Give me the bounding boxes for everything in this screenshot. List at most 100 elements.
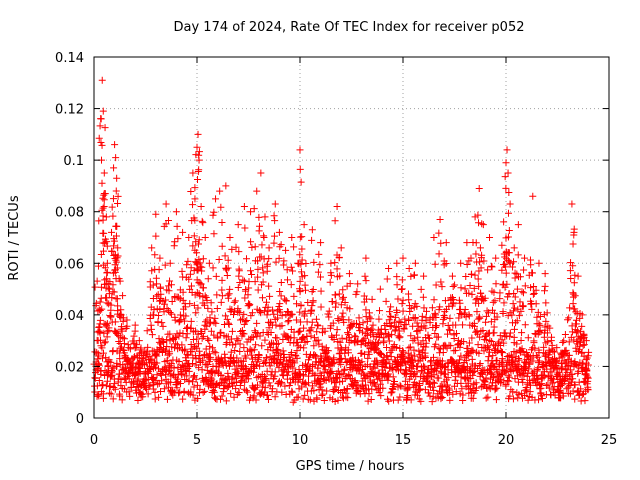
data-point (156, 254, 164, 262)
data-point (351, 332, 359, 340)
data-point (183, 350, 191, 358)
data-point (460, 365, 468, 373)
data-point (265, 282, 273, 290)
data-point (338, 334, 346, 342)
data-point (199, 284, 207, 292)
data-point (481, 378, 489, 386)
data-point (125, 344, 133, 352)
data-point (570, 290, 578, 298)
data-point (177, 316, 185, 324)
data-point (271, 368, 279, 376)
data-point (210, 230, 218, 238)
data-point (173, 293, 181, 301)
data-point (246, 300, 254, 308)
data-point (396, 333, 404, 341)
data-point (398, 300, 406, 308)
data-point (354, 381, 362, 389)
data-point (340, 386, 348, 394)
data-point (191, 195, 199, 203)
data-point (123, 357, 131, 365)
data-point (456, 299, 464, 307)
data-point (194, 130, 202, 138)
data-point (112, 275, 120, 283)
data-point (296, 146, 304, 154)
data-point (525, 359, 533, 367)
data-point (526, 360, 534, 368)
data-point (558, 360, 566, 368)
data-point (268, 385, 276, 393)
data-point (98, 179, 106, 187)
data-point (385, 397, 393, 405)
data-point (99, 354, 107, 362)
data-point (563, 385, 571, 393)
data-point (476, 360, 484, 368)
data-point (208, 308, 216, 316)
data-point (275, 254, 283, 262)
data-point (214, 333, 222, 341)
data-point (316, 261, 324, 269)
data-point (288, 348, 296, 356)
data-point (178, 267, 186, 275)
data-point (193, 143, 201, 151)
data-point (513, 285, 521, 293)
data-point (420, 272, 428, 280)
data-point (254, 286, 262, 294)
data-point (469, 239, 477, 247)
data-point (99, 394, 107, 402)
data-point (428, 304, 436, 312)
data-point (353, 386, 361, 394)
data-point (224, 256, 232, 264)
data-point (126, 392, 134, 400)
data-point (222, 266, 230, 274)
data-point (449, 299, 457, 307)
data-point (271, 393, 279, 401)
data-point (195, 236, 203, 244)
data-point (504, 169, 512, 177)
data-point (245, 300, 253, 308)
data-point (173, 222, 181, 230)
data-point (308, 236, 316, 244)
data-point (111, 141, 119, 149)
data-point (244, 291, 252, 299)
data-point (406, 343, 414, 351)
data-point (276, 380, 284, 388)
data-point (511, 304, 519, 312)
data-point (180, 387, 188, 395)
data-point (431, 379, 439, 387)
data-point (115, 370, 123, 378)
data-point (271, 217, 279, 225)
data-point (155, 393, 163, 401)
data-point (487, 369, 495, 377)
data-point (518, 329, 526, 337)
data-point (500, 299, 508, 307)
data-point (199, 356, 207, 364)
data-point (535, 259, 543, 267)
data-point (287, 281, 295, 289)
data-point (455, 296, 463, 304)
data-point (484, 342, 492, 350)
data-point (510, 307, 518, 315)
data-point (482, 374, 490, 382)
data-point (156, 343, 164, 351)
data-point (459, 391, 467, 399)
data-point (285, 368, 293, 376)
data-point (234, 221, 242, 229)
data-point (109, 212, 117, 220)
data-point (242, 354, 250, 362)
data-point (472, 384, 480, 392)
data-point (179, 296, 187, 304)
data-point (252, 396, 260, 404)
data-point (91, 283, 99, 291)
data-point (300, 324, 308, 332)
y-tick-label: 0.02 (55, 360, 84, 375)
data-point (484, 393, 492, 401)
data-point (331, 303, 339, 311)
data-point (463, 261, 471, 269)
data-point (264, 303, 272, 311)
data-point (106, 311, 114, 319)
data-point (263, 298, 271, 306)
data-point (566, 304, 574, 312)
data-point (523, 351, 531, 359)
data-point (251, 385, 259, 393)
data-point (469, 347, 477, 355)
